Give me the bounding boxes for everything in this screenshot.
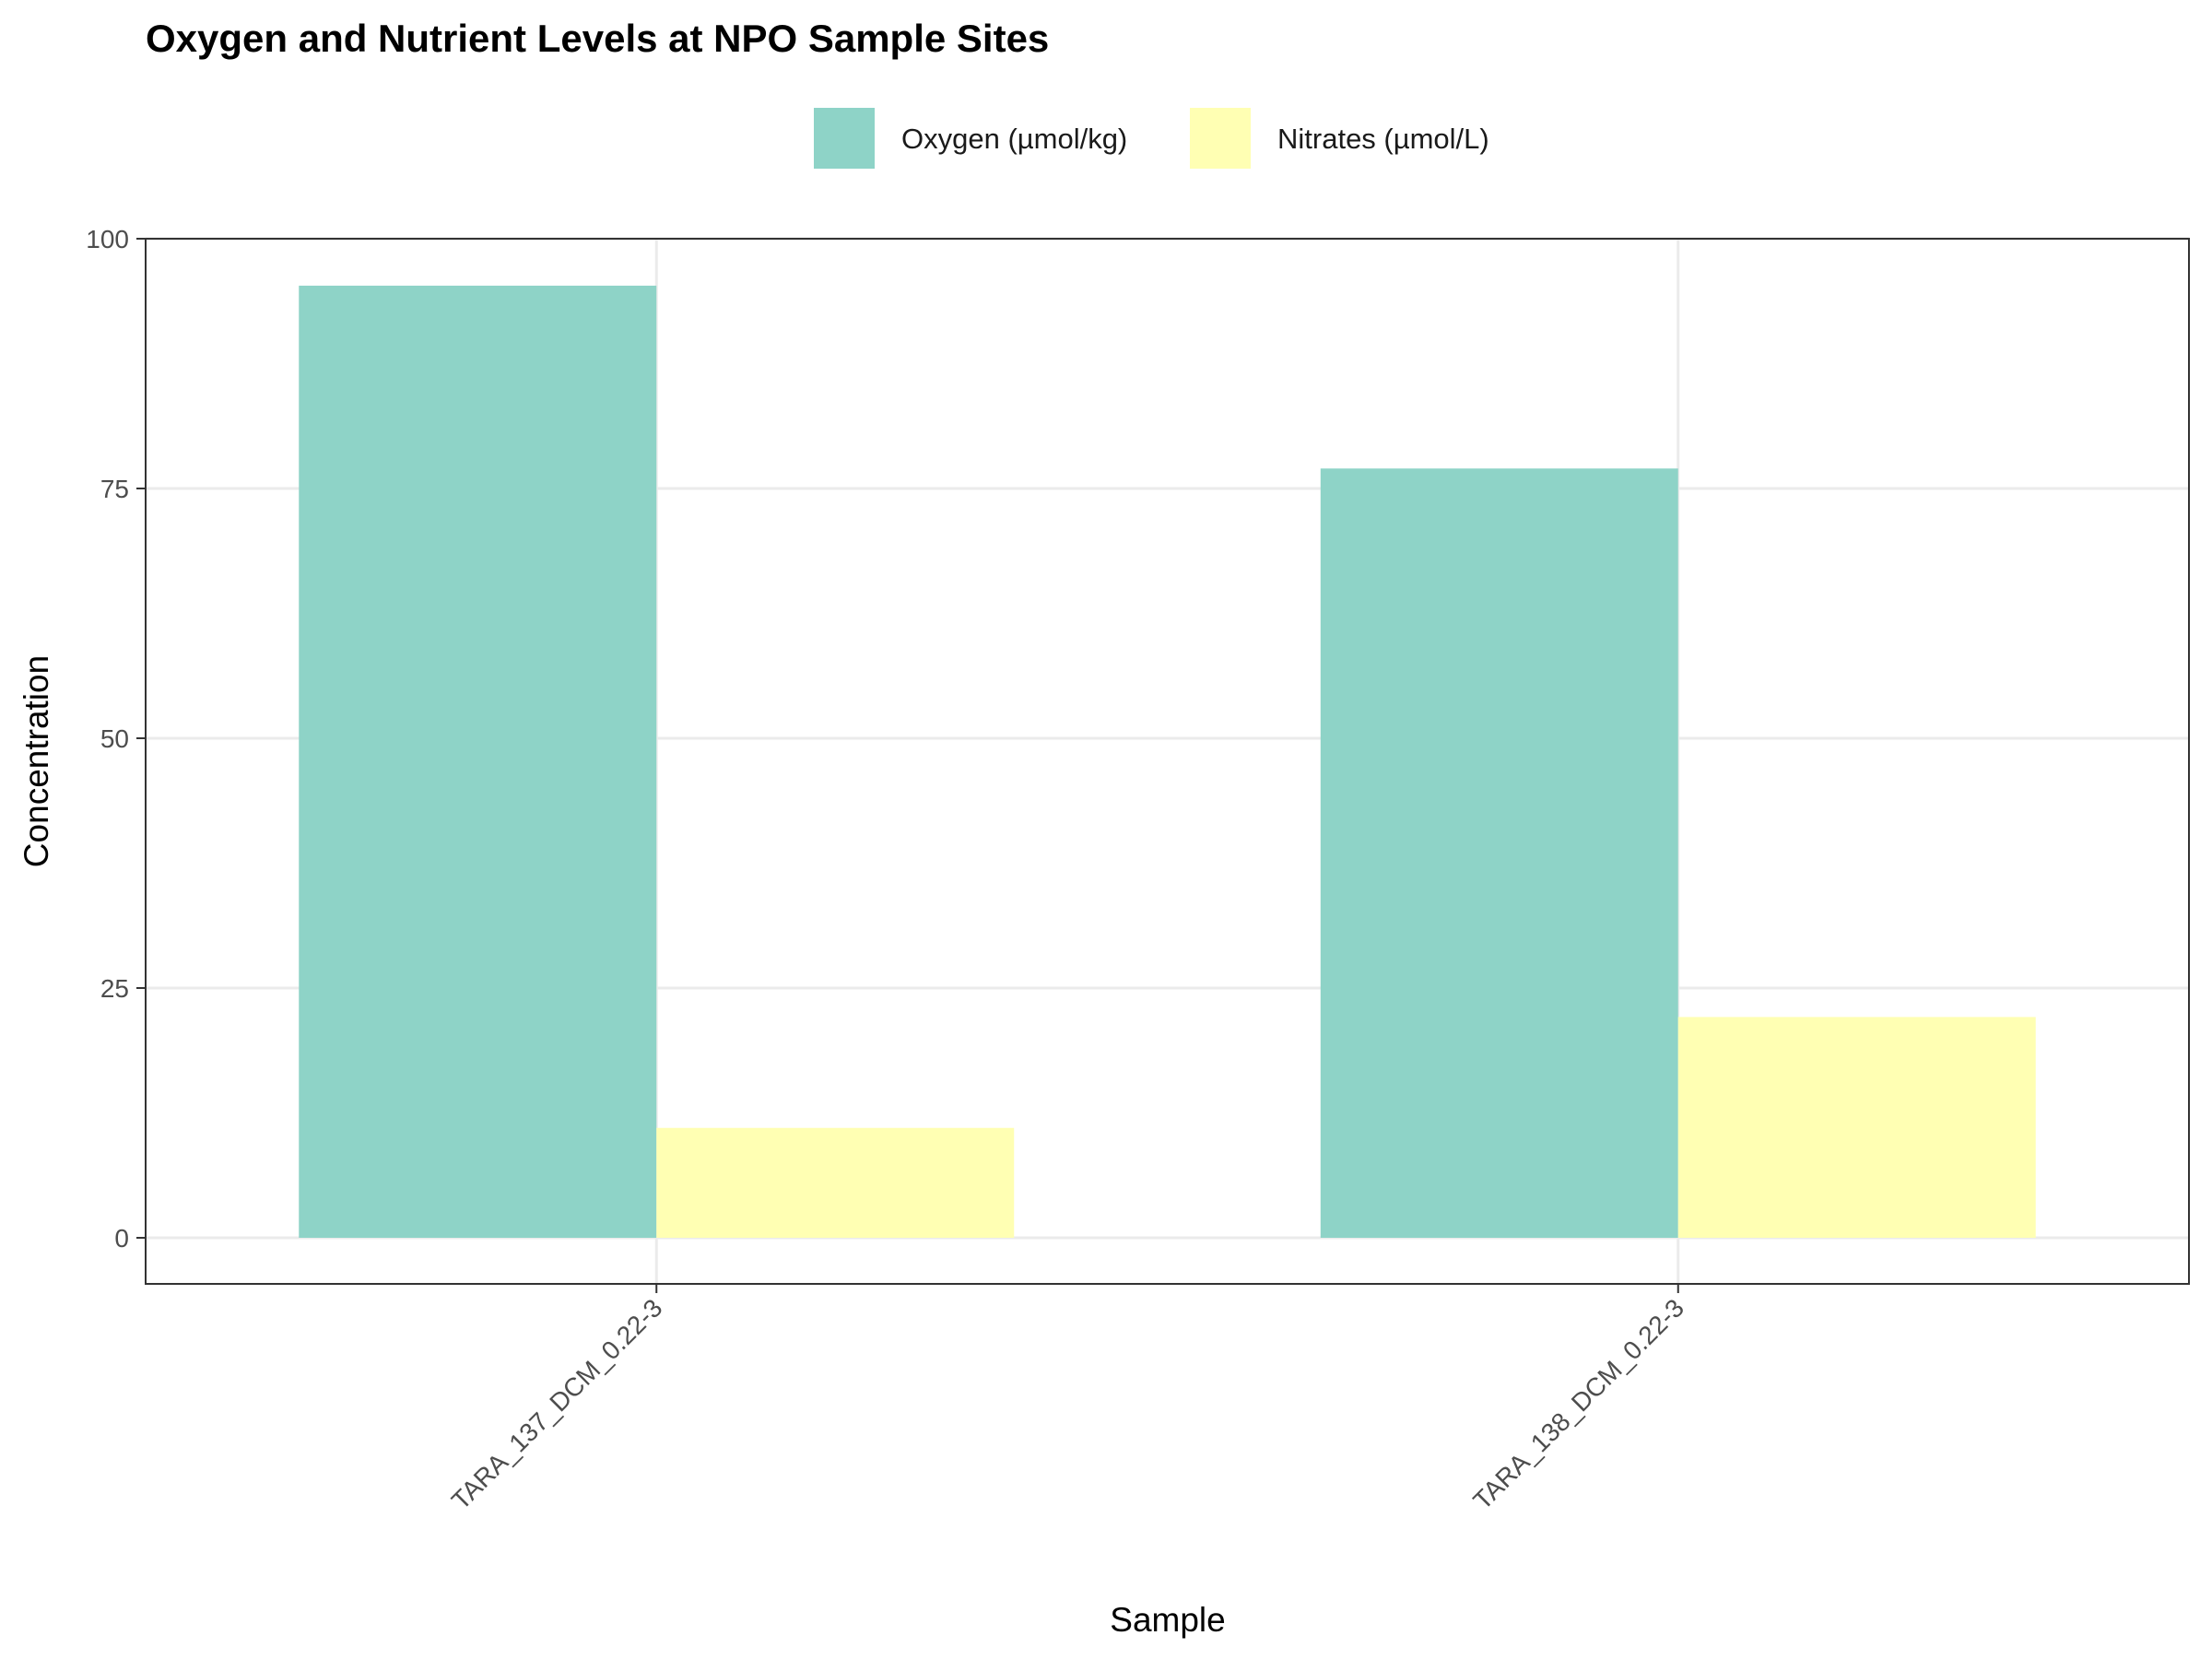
bar-nitrates-1 — [656, 1127, 1015, 1238]
y-tick-label: 75 — [100, 475, 129, 503]
bars — [299, 285, 2036, 1238]
x-tick-label: TARA_137_DCM_0.22-3 — [446, 1293, 668, 1515]
y-tick-label: 100 — [86, 225, 129, 253]
y-axis-title: Concentration — [18, 655, 55, 867]
y-tick-label: 25 — [100, 974, 129, 1003]
y-tick-label: 50 — [100, 724, 129, 753]
panel-border — [145, 238, 2190, 1285]
bar-nitrates-2 — [1677, 1017, 2036, 1238]
chart-title: Oxygen and Nutrient Levels at NPO Sample… — [146, 17, 1049, 60]
x-axis-title: Sample — [1110, 1601, 1225, 1639]
y-tick-label: 0 — [114, 1224, 129, 1253]
x-axis: TARA_137_DCM_0.22-3 TARA_138_DCM_0.22-3 — [446, 1284, 1689, 1515]
legend-label-nitrates: Nitrates (µmol/L) — [1277, 123, 1489, 155]
bar-oxygen-2 — [1320, 468, 1678, 1238]
legend-label-oxygen: Oxygen (µmol/kg) — [901, 123, 1127, 155]
legend-key-nitrates — [1190, 108, 1251, 169]
legend: Oxygen (µmol/kg) Nitrates (µmol/L) — [814, 108, 1489, 169]
legend-key-oxygen — [814, 108, 875, 169]
x-tick-label: TARA_138_DCM_0.22-3 — [1467, 1293, 1689, 1515]
y-axis: 0 25 50 75 100 — [86, 225, 146, 1253]
bar-oxygen-1 — [299, 285, 657, 1238]
